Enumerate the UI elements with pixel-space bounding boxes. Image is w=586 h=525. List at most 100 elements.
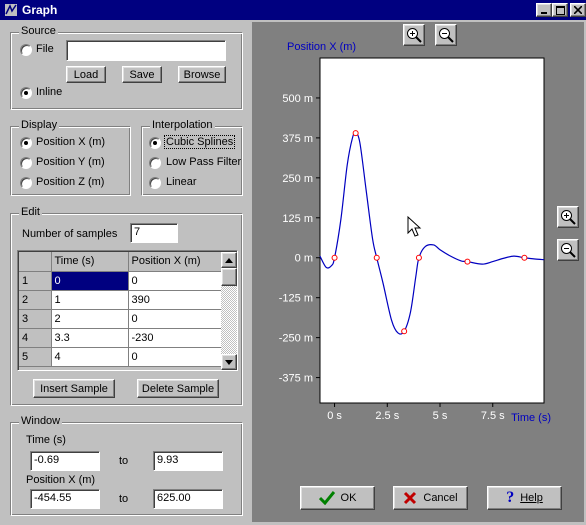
y-tick-label: -250 m [279,333,313,345]
sample-point[interactable] [374,255,379,260]
sample-point[interactable] [522,255,527,260]
table-cell[interactable]: 0 [128,271,221,290]
zoom-in-icon [560,209,576,225]
header-position[interactable]: Position X (m) [128,252,221,271]
table-cell-selected[interactable]: 0 [51,271,128,290]
file-path-input[interactable] [66,40,226,61]
y-tick-label: 250 m [282,173,313,185]
row-index: 2 [19,290,51,309]
row-index: 4 [19,328,51,347]
help-label: Help [520,492,543,504]
x-tick-label: 7.5 s [481,410,505,422]
arrow-up-icon [225,258,233,263]
table-cell[interactable]: 1 [51,290,128,309]
scroll-up-button[interactable] [221,252,237,268]
cancel-x-icon [403,491,417,505]
sample-point[interactable] [353,131,358,136]
file-radio[interactable] [20,44,32,56]
scroll-thumb[interactable] [221,268,237,286]
source-legend: Source [19,25,58,37]
sample-point[interactable] [332,255,337,260]
display-z-radio[interactable] [20,177,32,189]
zoom-in-y-button[interactable] [557,206,579,228]
table-row[interactable]: 3 2 0 [19,309,221,328]
time-to-label: to [119,455,128,467]
check-icon [319,491,335,505]
help-question-icon: ? [506,489,514,507]
row-index: 1 [19,271,51,290]
display-x-radio[interactable] [20,137,32,149]
load-button[interactable]: Load [66,66,106,83]
interp-cubic-radio[interactable] [149,137,161,149]
interp-lowpass-label: Low Pass Filter [166,156,241,168]
plot-area[interactable] [320,58,544,403]
sample-point[interactable] [416,255,421,260]
display-z-label: Position Z (m) [36,176,104,188]
table-row[interactable]: 5 4 0 [19,347,221,366]
table-cell[interactable]: 0 [128,347,221,366]
num-samples-input[interactable]: 7 [130,223,178,243]
table-row[interactable]: 1 0 0 [19,271,221,290]
display-y-label: Position Y (m) [36,156,105,168]
y-tick-label: 500 m [282,93,313,105]
position-chart[interactable]: Position X (m) Time (s) 500 m 375 m 250 m 125… [252,36,552,436]
position-to-label: to [119,493,128,505]
header-time[interactable]: Time (s) [51,252,128,271]
position-from-input[interactable]: -454.55 [30,489,100,509]
help-button[interactable]: ? Help [487,486,562,510]
scroll-down-button[interactable] [221,354,237,370]
time-to-input[interactable]: 9.93 [153,451,223,471]
interp-linear-label: Linear [166,176,197,188]
interpolation-legend: Interpolation [150,119,215,131]
x-tick-label: 0 s [327,410,342,422]
table-cell[interactable]: 390 [128,290,221,309]
insert-sample-button[interactable]: Insert Sample [33,379,115,398]
minimize-button[interactable] [536,3,552,17]
maximize-icon [556,6,565,15]
file-label: File [36,43,54,55]
header-index [19,252,51,271]
y-tick-label: 0 m [295,253,313,265]
ok-button[interactable]: OK [300,486,375,510]
y-axis-label: Position X (m) [287,41,356,53]
table-cell[interactable]: -230 [128,328,221,347]
row-index: 5 [19,347,51,366]
interp-linear-radio[interactable] [149,177,161,189]
position-to-input[interactable]: 625.00 [153,489,223,509]
close-icon [574,6,582,14]
time-range-label: Time (s) [26,434,66,446]
table-row[interactable]: 2 1 390 [19,290,221,309]
cancel-button[interactable]: Cancel [393,486,468,510]
app-icon [4,3,18,17]
table-cell[interactable]: 2 [51,309,128,328]
y-tick-label: -375 m [279,373,313,385]
zoom-out-icon [560,242,576,258]
sample-point[interactable] [465,259,470,264]
zoom-out-y-button[interactable] [557,239,579,261]
table-scrollbar[interactable] [221,252,237,370]
row-index: 3 [19,309,51,328]
delete-sample-button[interactable]: Delete Sample [137,379,219,398]
interp-lowpass-radio[interactable] [149,157,161,169]
ok-label: OK [341,492,357,504]
save-button[interactable]: Save [122,66,162,83]
minimize-icon [540,6,548,14]
table-cell[interactable]: 4 [51,347,128,366]
title-bar: Graph [0,0,586,20]
table-cell[interactable]: 3.3 [51,328,128,347]
x-tick-label: 2.5 s [375,410,399,422]
inline-radio[interactable] [20,87,32,99]
display-y-radio[interactable] [20,157,32,169]
browse-button[interactable]: Browse [178,66,226,83]
time-from-input[interactable]: -0.69 [30,451,100,471]
table-header: Time (s) Position X (m) [19,252,221,271]
samples-table: Time (s) Position X (m) 1 0 0 2 1 390 3 … [19,252,222,367]
y-tick-label: 125 m [282,213,313,225]
maximize-button[interactable] [552,3,568,17]
y-tick-label: 375 m [282,133,313,145]
x-axis-label: Time (s) [511,412,551,424]
table-row[interactable]: 4 3.3 -230 [19,328,221,347]
close-button[interactable] [570,3,586,17]
table-cell[interactable]: 0 [128,309,221,328]
sample-point[interactable] [402,329,407,334]
